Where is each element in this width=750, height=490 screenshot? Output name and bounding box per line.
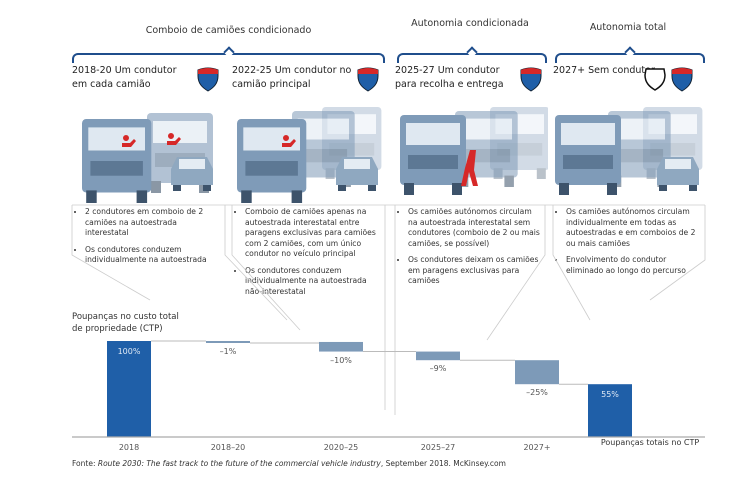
category-label: 2018–20 bbox=[210, 443, 246, 452]
category-label: 2025–27 bbox=[420, 443, 456, 452]
source-prefix: Fonte: bbox=[72, 459, 98, 468]
driver-icon bbox=[282, 135, 296, 147]
car-icon bbox=[171, 157, 213, 191]
value-label: –1% bbox=[219, 347, 237, 356]
waterfall-bar bbox=[416, 351, 460, 361]
driver-icon bbox=[461, 150, 478, 186]
interstate-shield-icon bbox=[197, 67, 219, 92]
value-label: 55% bbox=[601, 390, 619, 400]
value-label: 100% bbox=[117, 347, 141, 356]
us-route-shield-icon bbox=[644, 68, 666, 91]
chart-title: Poupanças no custo total de propriedade … bbox=[72, 312, 179, 334]
category-label: 2018 bbox=[118, 443, 140, 452]
bullet-item: Os camiões autónomos circulam individual… bbox=[566, 207, 700, 249]
bullet-item: Envolvimento do condutor eliminado ao lo… bbox=[566, 255, 700, 276]
stage-title: 2022-25 Um condutor no camião principal bbox=[232, 65, 352, 90]
stage-illustration bbox=[400, 107, 548, 195]
interstate-shield-icon bbox=[671, 67, 693, 92]
driver-icon bbox=[122, 135, 136, 147]
stage-description: Os camiões autónomos circulam na autoest… bbox=[399, 207, 542, 293]
truck-icon bbox=[82, 119, 152, 203]
waterfall-bar bbox=[319, 341, 363, 352]
truck-icon bbox=[555, 115, 621, 195]
bullet-item: Comboio de camiões apenas na autoestrada… bbox=[245, 207, 379, 260]
stage-illustration bbox=[82, 113, 213, 203]
truck-icon bbox=[237, 119, 307, 203]
waterfall-bar bbox=[515, 360, 559, 385]
phase-label: Autonomia total bbox=[589, 22, 667, 33]
interstate-shield-icon bbox=[357, 67, 379, 92]
stage-title: 2027+ Sem condutor bbox=[553, 65, 655, 76]
bullet-item: 2 condutores em comboio de 2 camiões na … bbox=[85, 207, 219, 239]
bullet-item: Os condutores deixam os camiões em parag… bbox=[408, 255, 542, 287]
waterfall-bar bbox=[107, 341, 151, 437]
source-note: Fonte: Route 2030: The fast track to the… bbox=[72, 459, 506, 468]
truck-icon bbox=[608, 111, 671, 187]
stage-title: 2018-20 Um condutor em cada camião bbox=[72, 65, 177, 90]
source-suffix: , September 2018. McKinsey.com bbox=[380, 459, 506, 468]
truck-icon bbox=[400, 115, 466, 195]
value-label: –10% bbox=[330, 355, 352, 365]
value-label: –9% bbox=[429, 364, 447, 374]
phase-label: Autonomia condicionada bbox=[411, 18, 529, 29]
category-label: Poupanças totais no CTP bbox=[600, 438, 700, 447]
car-icon bbox=[336, 157, 378, 191]
truck-icon bbox=[292, 111, 355, 187]
waterfall-bar bbox=[588, 384, 632, 437]
phase-brace bbox=[555, 53, 705, 63]
stage-title: 2025-27 Um condutor para recolha e entre… bbox=[395, 65, 504, 90]
stage-illustration bbox=[555, 107, 703, 195]
car-icon bbox=[657, 157, 699, 191]
value-label: –25% bbox=[526, 388, 548, 398]
phase-brace bbox=[397, 53, 547, 63]
phase-brace bbox=[72, 53, 385, 63]
bullet-item: Os condutores conduzem individualmente n… bbox=[85, 245, 219, 266]
source-title: Route 2030: The fast track to the future… bbox=[97, 459, 381, 468]
bullet-item: Os condutores conduzem individualmente n… bbox=[245, 266, 379, 298]
stage-description: Os camiões autónomos circulam individual… bbox=[557, 207, 700, 282]
category-label: 2027+ bbox=[523, 443, 551, 452]
stage-illustration bbox=[237, 107, 382, 203]
interstate-shield-icon bbox=[520, 67, 542, 92]
bullet-item: Os camiões autónomos circulam na autoest… bbox=[408, 207, 542, 249]
phase-label: Comboio de camiões condicionado bbox=[145, 25, 312, 36]
waterfall-bar bbox=[206, 341, 250, 343]
category-label: 2020–25 bbox=[323, 443, 359, 452]
stage-description: Comboio de camiões apenas na autoestrada… bbox=[236, 207, 379, 303]
stage-description: 2 condutores em comboio de 2 camiões na … bbox=[76, 207, 219, 272]
driver-icon bbox=[167, 133, 181, 145]
